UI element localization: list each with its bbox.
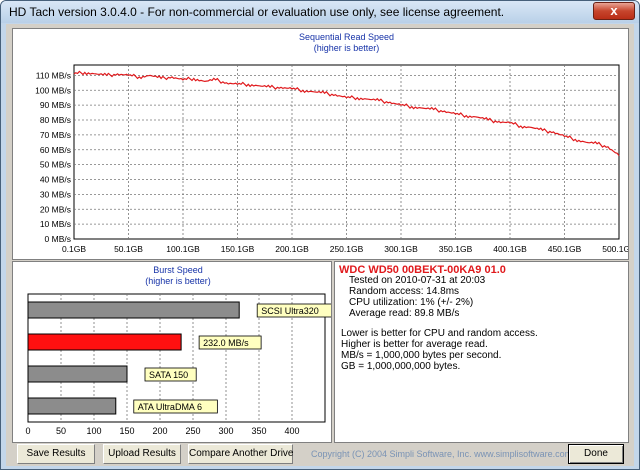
note-line: Higher is better for average read. — [341, 339, 488, 350]
cpu-utilization: CPU utilization: 1% (+/- 2%) — [349, 297, 474, 308]
bar-label-box — [256, 303, 331, 318]
copyright-text: Copyright (C) 2004 Simpli Software, Inc.… — [311, 449, 573, 459]
x-tick-label: 300.1GB — [384, 244, 418, 254]
x-tick-label: 50 — [56, 426, 66, 436]
bar-label: 232.0 MB/s — [203, 338, 249, 348]
burst-bar — [27, 365, 128, 383]
x-tick-label: 150 — [119, 426, 134, 436]
y-tick-label: 70 MB/s — [40, 130, 71, 140]
done-button[interactable]: Done — [568, 444, 624, 464]
x-tick-label: 500.1GB — [602, 244, 628, 254]
drive-name: WDC WD50 00BEKT-00KA9 01.0 — [339, 264, 506, 276]
y-tick-label: 20 MB/s — [40, 204, 71, 214]
y-tick-label: 0 MB/s — [45, 234, 71, 244]
chart-title: Sequential Read Speed — [299, 32, 394, 42]
burst-speed-chart: Burst Speed(higher is better) 0 50 100 150 20… — [25, 265, 331, 436]
bar-label-box — [144, 367, 197, 382]
bar-label: SCSI Ultra320 — [261, 306, 319, 316]
y-tick-label: 80 MB/s — [40, 115, 71, 125]
x-tick-label: 450.1GB — [548, 244, 582, 254]
bar-label: ATA UltraDMA 6 — [138, 402, 202, 412]
y-tick-label: 30 MB/s — [40, 189, 71, 199]
note-line: Lower is better for CPU and random acces… — [341, 328, 538, 339]
x-tick-label: 250.1GB — [330, 244, 364, 254]
x-tick-label: 200.1GB — [275, 244, 309, 254]
random-access: Random access: 14.8ms — [349, 286, 460, 297]
y-tick-label: 110 MB/s — [36, 70, 71, 80]
x-tick-label: 100 — [86, 426, 101, 436]
upload-results-button[interactable]: Upload Results — [103, 444, 181, 464]
bar-label: SATA 150 — [149, 370, 188, 380]
x-tick-label: 350 — [251, 426, 266, 436]
tested-date: Tested on 2010-07-31 at 20:03 — [349, 275, 486, 286]
note-line: MB/s = 1,000,000 bytes per second. — [341, 350, 502, 361]
x-tick-label: 300 — [218, 426, 233, 436]
y-tick-label: 60 MB/s — [40, 145, 71, 155]
sequential-read-chart: Sequential Read Speed(higher is better) 0… — [35, 32, 628, 254]
chart-subtitle: (higher is better) — [314, 43, 380, 53]
y-tick-label: 40 MB/s — [40, 175, 71, 185]
close-button[interactable]: x — [593, 2, 635, 20]
x-tick-label: 250 — [185, 426, 200, 436]
x-tick-label: 100.1GB — [166, 244, 200, 254]
y-tick-label: 100 MB/s — [35, 85, 71, 95]
x-tick-label: 400.1GB — [493, 244, 527, 254]
x-tick-label: 350.1GB — [439, 244, 473, 254]
chart-title: Burst Speed — [153, 265, 203, 275]
read-speed-series-line — [73, 70, 620, 157]
bar-label-box — [133, 399, 218, 414]
x-tick-label: 0.1GB — [62, 244, 86, 254]
y-tick-label: 90 MB/s — [40, 100, 71, 110]
bar-label-box — [198, 335, 262, 350]
compare-another-drive-button[interactable]: Compare Another Drive — [188, 444, 294, 464]
plot-area — [73, 64, 620, 240]
results-panel: WDC WD50 00BEKT-00KA9 01.0 Tested on 201… — [334, 261, 629, 443]
y-tick-label: 50 MB/s — [40, 160, 71, 170]
average-read: Average read: 89.8 MB/s — [349, 308, 460, 319]
burst-bar — [27, 397, 117, 415]
window-title: HD Tach version 3.0.4.0 - For non-commer… — [9, 5, 505, 19]
burst-speed-panel: Burst Speed (higher is better) 0 50 100 150 20… — [12, 261, 332, 443]
save-results-button[interactable]: Save Results — [17, 444, 95, 464]
note-line: GB = 1,000,000,000 bytes. — [341, 361, 461, 372]
x-tick-label: 200 — [152, 426, 167, 436]
x-tick-label: 400 — [284, 426, 299, 436]
burst-bar — [27, 301, 240, 319]
chart-subtitle: (higher is better) — [145, 276, 211, 286]
burst-bar — [27, 333, 182, 351]
client-area: Sequential Read Speed (higher is better) 0… — [6, 24, 634, 466]
y-tick-label: 10 MB/s — [40, 219, 71, 229]
x-tick-label: 50.1GB — [114, 244, 143, 254]
sequential-read-panel: Sequential Read Speed (higher is better) 0… — [12, 28, 629, 260]
x-tick-label: 0 — [25, 426, 30, 436]
title-bar[interactable]: HD Tach version 3.0.4.0 - For non-commer… — [1, 1, 639, 23]
x-tick-label: 150.1GB — [221, 244, 255, 254]
